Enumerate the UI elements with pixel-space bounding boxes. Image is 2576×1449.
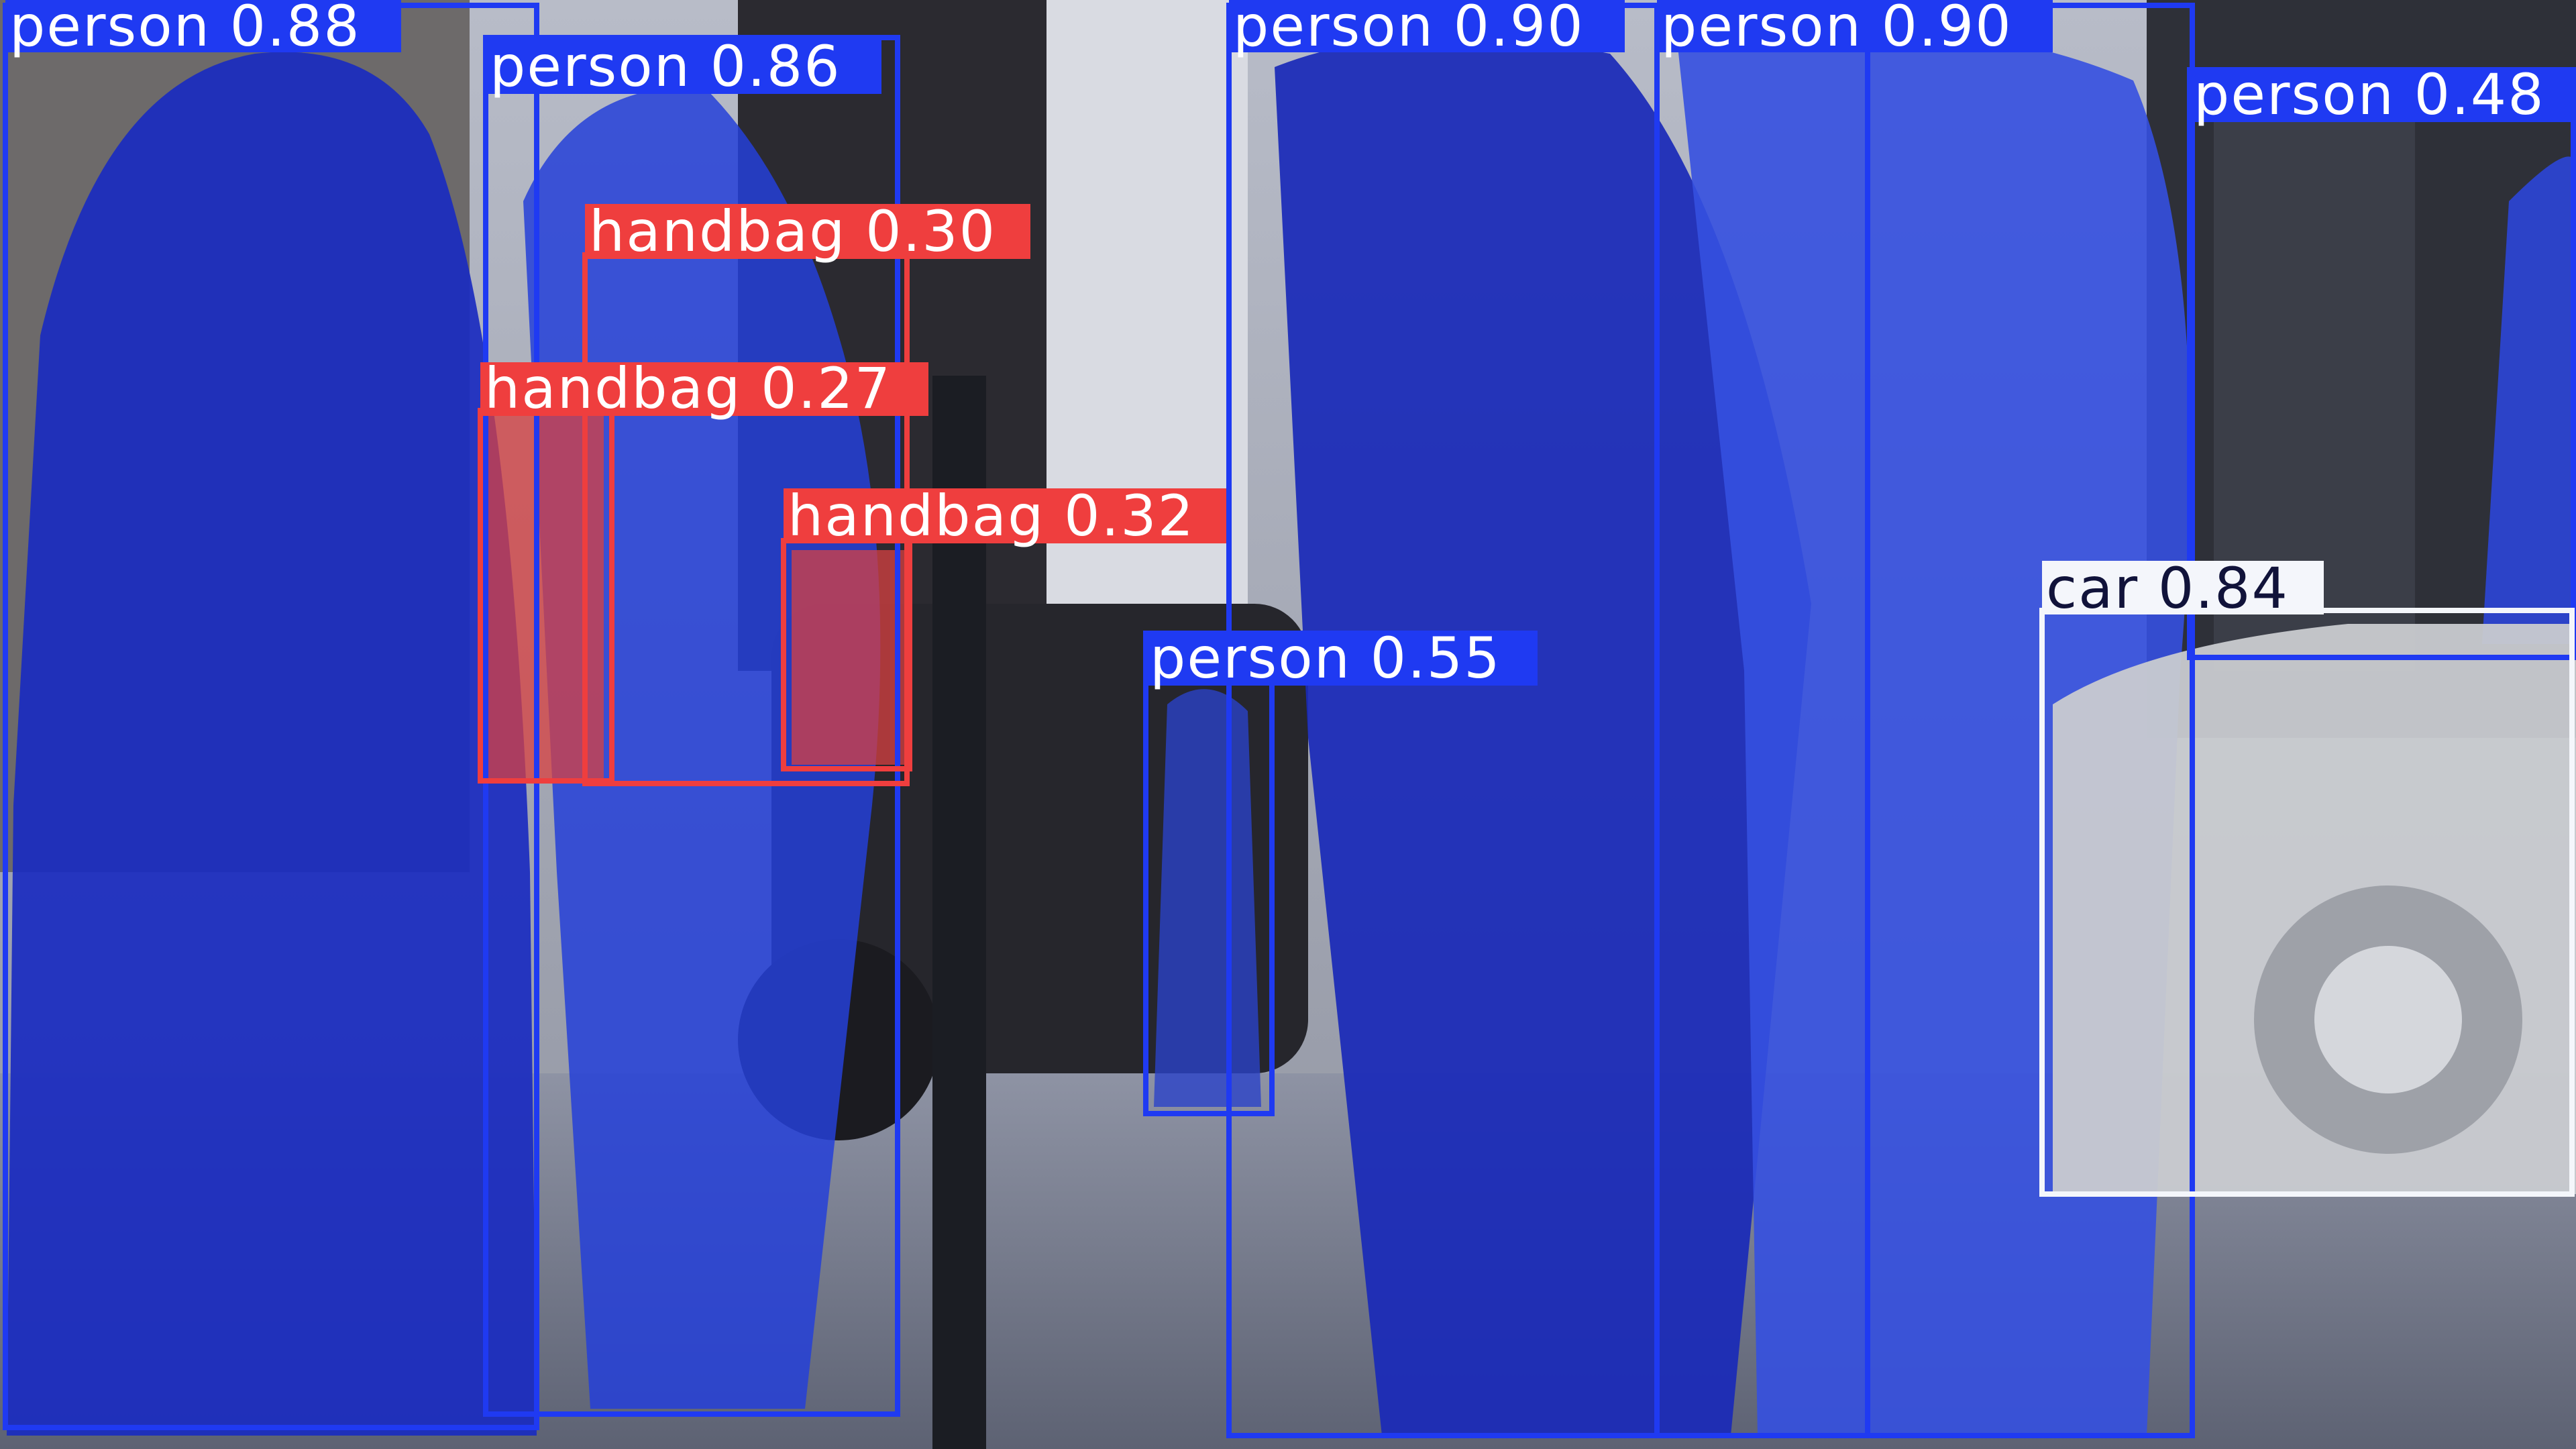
- label-bg-person-3: [1229, 0, 1625, 52]
- label-person-2: person 0.86: [490, 34, 841, 99]
- bbox-person-4: [1654, 3, 2195, 1438]
- label-bg-handbag-3: [784, 488, 1226, 543]
- bbox-person-3: [1226, 3, 1870, 1438]
- label-bg-car-1: [2042, 561, 2324, 614]
- label-car-1: car 0.84: [2046, 555, 2289, 621]
- label-bg-person-1: [5, 0, 401, 52]
- label-bg-handbag-1: [585, 204, 1030, 259]
- label-handbag-1: handbag 0.30: [589, 199, 996, 264]
- label-bg-person-4: [1657, 0, 2053, 52]
- label-bg-person-2: [486, 38, 881, 94]
- bbox-handbag-2: [478, 408, 614, 784]
- label-bg-person-6: [1146, 631, 1538, 686]
- label-person-1: person 0.88: [9, 0, 361, 59]
- bbox-car-1: [2039, 608, 2575, 1197]
- label-person-3: person 0.90: [1233, 0, 1585, 59]
- label-bg-person-5: [2190, 67, 2576, 122]
- label-bg-handbag-2: [480, 362, 928, 416]
- bbox-person-6: [1143, 631, 1275, 1116]
- label-person-6: person 0.55: [1150, 625, 1501, 691]
- label-person-5: person 0.48: [2194, 62, 2545, 127]
- bbox-handbag-3: [781, 538, 912, 771]
- bbox-person-1: [3, 3, 539, 1430]
- label-handbag-2: handbag 0.27: [484, 356, 892, 421]
- label-person-4: person 0.90: [1661, 0, 2012, 59]
- label-handbag-3: handbag 0.32: [788, 483, 1195, 549]
